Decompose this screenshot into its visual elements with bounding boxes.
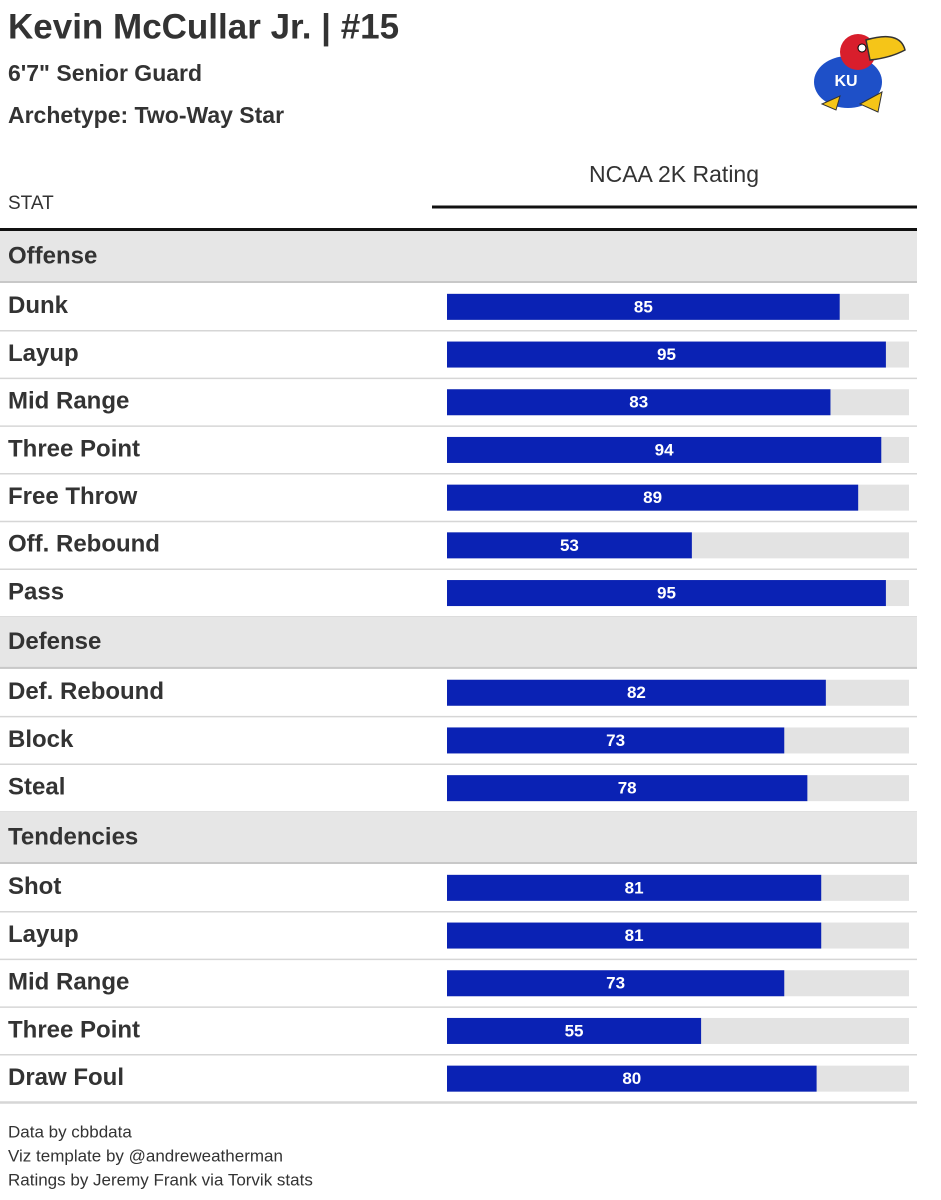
bar-value-label: 89 [643,488,662,507]
stat-label: Off. Rebound [8,531,160,558]
bar-value-label: 73 [606,731,625,750]
stat-label: Draw Foul [8,1064,124,1091]
subtitle: 6'7" Senior Guard [8,60,202,86]
stat-label: Block [8,726,74,753]
archetype: Archetype: Two-Way Star [8,102,284,128]
bar [447,922,822,949]
group-label: Offense [8,242,97,269]
bar-value-label: 83 [629,393,648,412]
stat-label: Layup [8,921,79,948]
team-logo: KU [814,34,906,113]
stat-label: Free Throw [8,483,138,510]
stat-label: Pass [8,578,64,605]
bar-value-label: 85 [634,297,653,316]
group-label: Defense [8,628,101,655]
footer-note: Viz template by @andreweatherman [8,1146,283,1165]
stat-label: Three Point [8,1016,140,1043]
bar-value-label: 73 [606,974,625,993]
title: Kevin McCullar Jr. | #15 [8,7,399,46]
bar [447,679,826,706]
bar-value-label: 80 [622,1069,641,1088]
bar [447,1065,817,1092]
stat-label: Three Point [8,435,140,462]
bar [447,341,886,368]
stat-label: Dunk [8,292,69,319]
bar-value-label: 95 [657,345,676,364]
bar-value-label: 81 [625,926,644,945]
bar [447,874,822,901]
bar-value-label: 55 [565,1021,584,1040]
group-header-bg [0,812,917,864]
bar [447,532,692,559]
bar-value-label: 78 [618,779,637,798]
group-header-bg [0,616,917,669]
stat-label: Shot [8,873,61,900]
stat-label: Steal [8,773,65,800]
bar [447,293,840,320]
bar-value-label: 53 [560,536,579,555]
bar-value-label: 82 [627,683,646,702]
bar [447,775,808,802]
footer-note: Data by cbbdata [8,1122,132,1141]
bar [447,484,859,511]
bar [447,1017,702,1044]
stat-label: Def. Rebound [8,678,164,705]
stat-label: Mid Range [8,969,129,996]
stat-label: Mid Range [8,388,129,415]
footer-note: Ratings by Jeremy Frank via Torvik stats [8,1170,313,1189]
group-label: Tendencies [8,823,138,850]
bar [447,727,785,754]
bar [447,436,882,463]
group-header-bg [0,231,917,283]
bar [447,970,785,997]
bar [447,580,886,607]
stat-header: STAT [8,193,54,214]
stat-label: Layup [8,340,79,367]
bar-value-label: 95 [657,584,676,603]
bar [447,389,831,416]
rating-header: NCAA 2K Rating [589,161,759,187]
bar-value-label: 94 [655,440,674,459]
bar-value-label: 81 [625,878,644,897]
svg-text:KU: KU [834,73,857,90]
